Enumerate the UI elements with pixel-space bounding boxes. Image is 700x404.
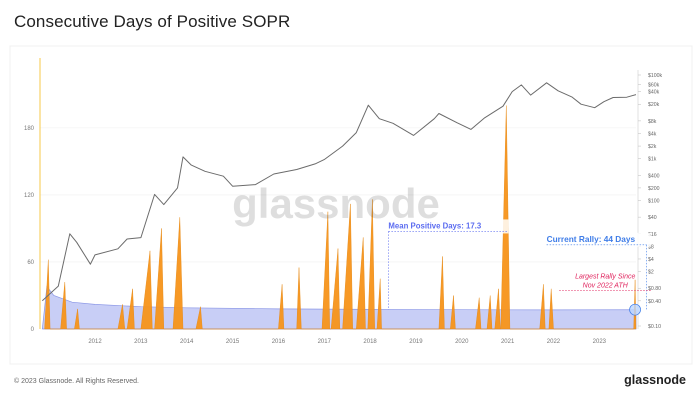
y-right-tick-label: $60k <box>648 82 660 88</box>
brand-logo: glassnode <box>624 373 686 387</box>
y-right-tick-label: $2k <box>648 144 657 150</box>
y-right-tick-label: $1k <box>648 157 657 163</box>
mean-annotation: Mean Positive Days: 17.3 <box>388 221 481 230</box>
x-tick-label: 2014 <box>180 339 194 345</box>
copyright-text: © 2023 Glassnode. All Rights Reserved. <box>14 378 140 385</box>
x-tick-label: 2016 <box>272 339 286 345</box>
y-right-tick-label: $40 <box>648 215 657 221</box>
y-right-tick-label: $200 <box>648 186 660 192</box>
rally-label-bg <box>544 232 651 247</box>
series-price-line <box>41 82 637 302</box>
x-tick-label: 2013 <box>134 339 148 345</box>
y-right-tick-label: $16 <box>648 232 657 238</box>
y-tick-label: 0 <box>31 327 35 333</box>
y-right-tick-label: $0.40 <box>648 299 661 305</box>
rally-annotation: Current Rally: 44 Days <box>547 234 636 244</box>
y-right-tick-label: $0.10 <box>648 324 661 330</box>
ath-annotation: Nov 2022 ATH <box>583 283 629 290</box>
x-tick-label: 2022 <box>547 339 561 345</box>
watermark: glassnode <box>232 180 440 227</box>
x-tick-label: 2012 <box>88 339 102 345</box>
chart-title: Consecutive Days of Positive SOPR <box>14 12 291 31</box>
x-tick-label: 2020 <box>455 339 469 345</box>
y-right-tick-label: $2 <box>648 270 654 276</box>
y-right-tick-label: $100 <box>648 199 660 205</box>
x-tick-label: 2019 <box>409 339 423 345</box>
y-right-tick-label: $20k <box>648 102 660 108</box>
mean-label-bg <box>386 219 509 234</box>
y-right-tick-label: $4k <box>648 131 657 137</box>
y-tick-label: 60 <box>27 260 34 266</box>
y-right-tick-label: $400 <box>648 173 660 179</box>
y-right-tick-label: $40k <box>648 90 660 96</box>
y-right-tick-label: $8 <box>648 244 654 250</box>
x-tick-label: 2018 <box>363 339 377 345</box>
series-consecutive-days <box>44 105 637 330</box>
y-tick-label: 180 <box>24 126 35 132</box>
x-tick-label: 2021 <box>501 339 515 345</box>
x-tick-label: 2023 <box>593 339 607 345</box>
current-rally-marker <box>629 303 641 316</box>
y-right-tick-label: $4 <box>648 257 654 263</box>
ath-annotation: Largest Rally Since <box>575 274 635 281</box>
y-right-tick-label: $100k <box>648 73 663 79</box>
y-right-tick-label: $8k <box>648 119 657 125</box>
x-tick-label: 2017 <box>318 339 332 345</box>
series-cumulative-area <box>41 285 637 330</box>
x-tick-label: 2015 <box>226 339 240 345</box>
y-tick-label: 120 <box>24 193 35 199</box>
y-right-tick-label: $0.80 <box>648 286 661 292</box>
